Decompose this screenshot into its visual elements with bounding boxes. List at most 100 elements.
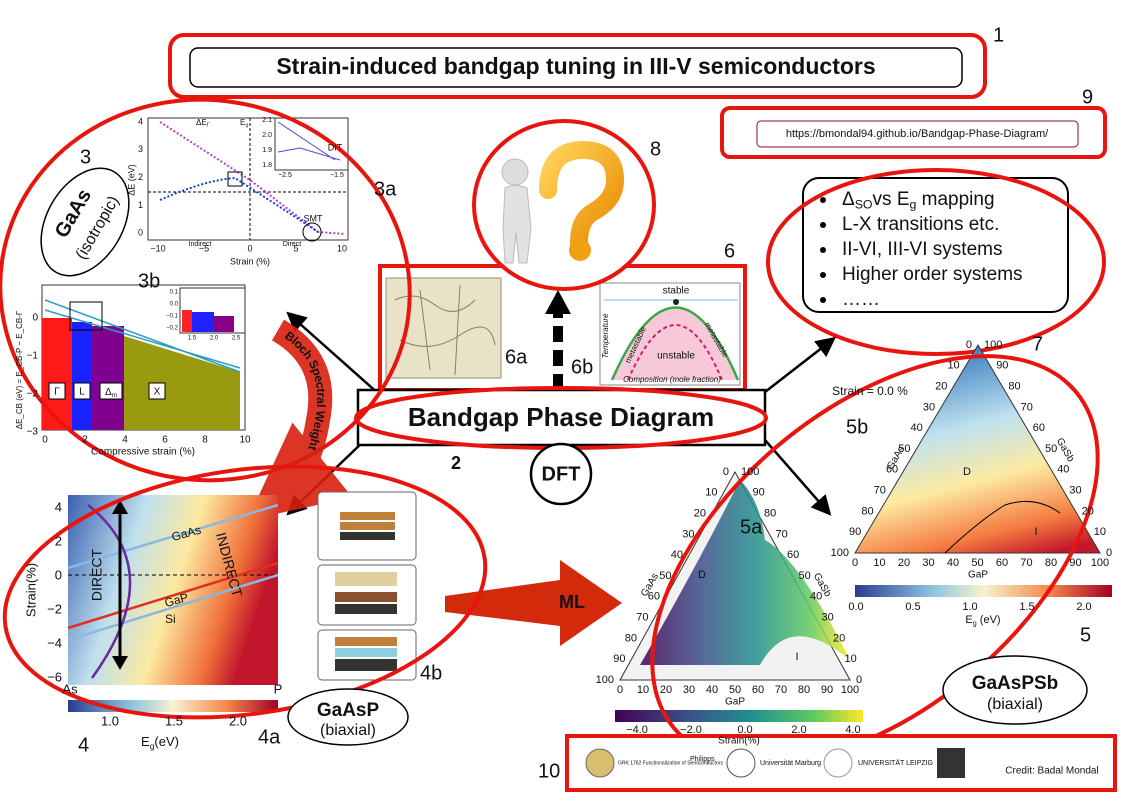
ternary-tick: 90 (753, 487, 765, 499)
ternary-tick: 60 (787, 549, 799, 561)
x-tick-label: −10 (150, 243, 165, 253)
ternary-tick: 90 (849, 526, 861, 538)
x-tick-label: 10 (337, 243, 347, 253)
phase-binodal (610, 306, 740, 381)
link-url[interactable]: https://bmondal94.github.io/Bandgap-Phas… (786, 128, 1049, 140)
ternary-tick: 100 (596, 674, 614, 686)
bullet-text: L-X transitions etc. (842, 214, 999, 235)
ternary-tick: 0 (617, 684, 623, 696)
gaaspsb-label-frame (942, 655, 1088, 725)
inset-tick: 1.8 (262, 162, 272, 169)
logo-text: Universität Marburg (760, 760, 821, 767)
ternary-tick: 30 (822, 612, 834, 624)
title-frame (168, 33, 987, 99)
ternary-tick: 70 (775, 684, 787, 696)
region-tag (48, 382, 66, 400)
ternary-tick: 90 (1069, 557, 1081, 569)
ternary-tick: 100 (741, 466, 759, 478)
logo-text: UNIVERSITÄT LEIPZIG (858, 759, 933, 767)
x-tick-label: 10 (239, 435, 251, 446)
x-tick-label: P (274, 681, 283, 696)
legend-entry: ΔEΓ (196, 118, 210, 129)
colorbar-label: Strain(%) (718, 736, 760, 747)
region-tag (73, 382, 91, 400)
inset-tick: 1.9 (262, 147, 272, 154)
ternary-tick: 70 (1021, 401, 1033, 413)
text-part: ΔE (196, 118, 207, 127)
di-boundary (944, 500, 1061, 554)
colorbar-tick: 1.5 (1019, 601, 1034, 613)
logo-leipzig (823, 748, 853, 778)
y-tick-label: 1 (138, 200, 143, 210)
arrow (764, 336, 836, 393)
panel-number: 3b (138, 270, 160, 292)
ternary-tick: 20 (833, 632, 845, 644)
text-part: Δ (105, 387, 112, 398)
ternary-tick: 40 (810, 591, 822, 603)
ternary-tick: 30 (682, 528, 694, 540)
question-mark (539, 140, 625, 251)
text-part: Δ (842, 189, 855, 210)
inset-tick: −1.5 (330, 172, 344, 179)
text-part: g (910, 198, 917, 212)
logo-chip (937, 748, 965, 778)
inset-tick: 2.0 (262, 132, 272, 139)
y-tick-label: −1 (27, 351, 39, 362)
region-label: Γ (54, 387, 60, 398)
text-part: E (240, 118, 245, 127)
text-part: SO (855, 198, 873, 212)
text-part: g (245, 123, 248, 129)
region-label: I (1034, 526, 1037, 538)
ternary-tick: 0 (723, 466, 729, 478)
panel-number: 5 (1080, 624, 1091, 646)
gaas-label-frame (40, 167, 130, 277)
gaasp-frame (2, 464, 488, 720)
axis-label: GaP (968, 570, 988, 581)
bullet-text: Higher order systems (842, 264, 1023, 285)
ternary-tick: 40 (1057, 464, 1069, 476)
ternary-tick: 80 (861, 505, 873, 517)
ternary-tick: 50 (659, 570, 671, 582)
panel-number: 10 (538, 760, 560, 782)
panel-number: 3a (374, 178, 397, 200)
inset-tick: 0.1 (170, 290, 179, 296)
colorbar-tick: 2.0 (791, 724, 806, 736)
center-label: Bandgap Phase Diagram (408, 402, 714, 432)
colorbar-5b (855, 585, 1112, 597)
axis-label: ΔE (eV) (126, 164, 136, 196)
inset-tick: 2.5 (232, 336, 241, 342)
y-tick-label: 3 (138, 144, 143, 154)
ternary-tick: 60 (1033, 422, 1045, 434)
panel-number: 6b (571, 356, 593, 378)
colorbar-tick: 2.0 (1076, 601, 1091, 613)
region-label: Δm (105, 387, 117, 399)
critical-point (673, 299, 679, 305)
region-label: D (698, 569, 706, 581)
curve-si (67, 561, 279, 630)
logo-text: GRK 1782 Functionalization of Semiconduc… (618, 760, 724, 766)
x-tick-label: 8 (202, 435, 208, 446)
curve-label: GaP (163, 590, 190, 610)
inset-tick: −2.5 (278, 172, 292, 179)
region-label: DIRECT (89, 549, 105, 602)
curve-gap (67, 573, 279, 642)
method: DFT (542, 463, 581, 485)
panel-number: 3 (80, 146, 91, 168)
question-dot (569, 239, 591, 261)
ternary-tick: 50 (898, 443, 910, 455)
y-tick-label: 0 (32, 313, 38, 324)
region-label: I (795, 651, 798, 663)
region-label: D (963, 466, 971, 478)
ternary-tick: 70 (1020, 557, 1032, 569)
colorbar-tick: −2.0 (680, 724, 702, 736)
y-tick-label: −2 (47, 601, 62, 616)
ternary-tick: 80 (1045, 557, 1057, 569)
credit: Credit: Badal Mondal (1005, 766, 1098, 777)
title: Strain-induced bandgap tuning in III-V s… (276, 53, 875, 79)
ternary-tick: 100 (984, 339, 1002, 351)
bullet-text: II-VI, III-VI systems (842, 239, 1002, 260)
axis-label: Strain (%) (230, 256, 270, 266)
zoom-box (69, 301, 103, 331)
ternary-tick: 20 (898, 557, 910, 569)
text-part: g (973, 619, 977, 627)
